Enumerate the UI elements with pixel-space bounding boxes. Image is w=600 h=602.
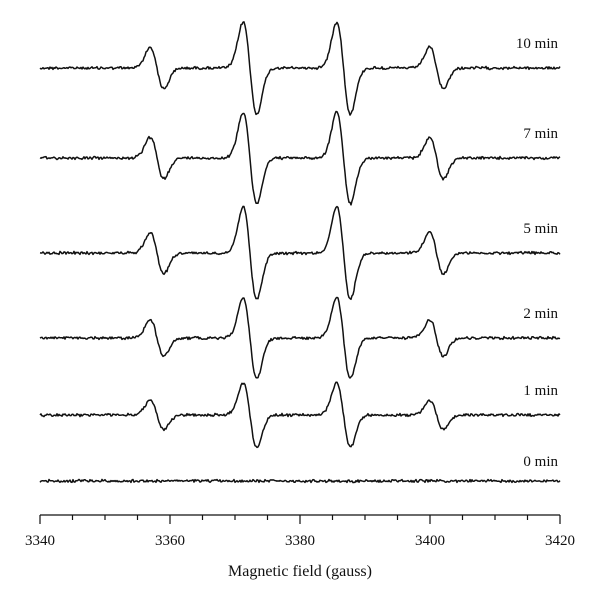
x-axis-tick-labels: 3340 3360 3380 3400 3420 <box>25 533 575 549</box>
trace-label: 1 min <box>523 383 558 399</box>
spectrum-trace-7-min <box>39 110 561 206</box>
x-tick-label: 3380 <box>285 533 315 549</box>
x-axis-title: Magnetic field (gauss) <box>228 563 372 580</box>
trace-labels: 10 min 7 min 5 min 2 min 1 min 0 min <box>516 36 559 470</box>
x-tick-label: 3420 <box>545 533 575 549</box>
trace-label: 5 min <box>523 221 558 237</box>
x-tick-label: 3400 <box>415 533 445 549</box>
spectrum-trace-10-min <box>39 21 561 116</box>
x-tick-label: 3340 <box>25 533 55 549</box>
trace-label: 0 min <box>523 454 558 470</box>
trace-label: 10 min <box>516 36 559 52</box>
trace-label: 2 min <box>523 306 558 322</box>
spectrum-trace-2-min <box>39 296 561 379</box>
spectrum-trace-1-min <box>39 381 561 449</box>
spectrum-trace-5-min <box>39 205 561 301</box>
spectrum-trace-0-min <box>39 478 561 484</box>
x-axis-ticks <box>39 515 561 524</box>
trace-label: 7 min <box>523 126 558 142</box>
spectra-traces <box>39 21 561 484</box>
x-tick-label: 3360 <box>155 533 185 549</box>
